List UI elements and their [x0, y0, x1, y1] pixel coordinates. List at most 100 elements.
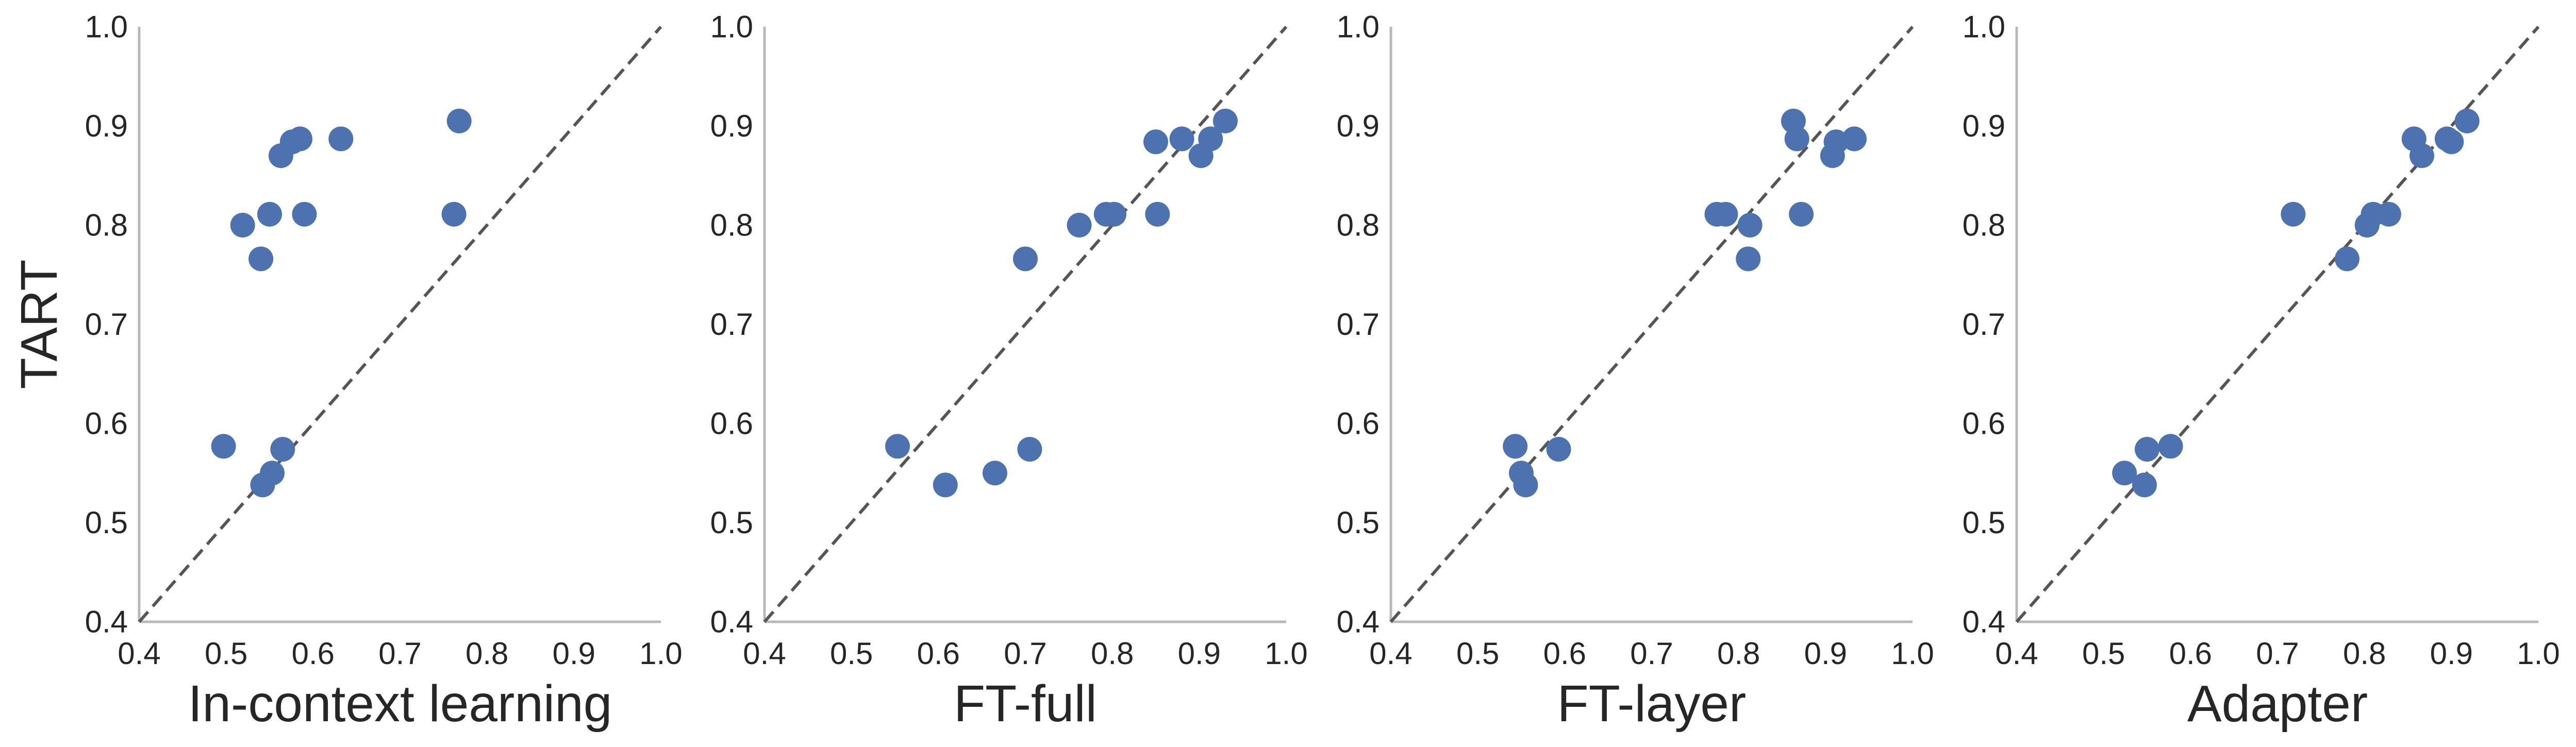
data-point: [248, 246, 274, 271]
x-tick-label: 0.9: [553, 636, 595, 671]
data-point: [1143, 129, 1168, 155]
data-point: [1546, 437, 1571, 462]
data-point: [328, 126, 354, 151]
y-tick-label: 0.7: [1963, 307, 2005, 342]
data-point: [292, 201, 317, 227]
data-point: [1198, 126, 1223, 151]
data-point: [1212, 108, 1238, 133]
y-tick-label: 0.9: [85, 109, 128, 143]
x-tick-label: 0.4: [1369, 636, 1412, 671]
data-point: [933, 472, 958, 498]
data-point: [1017, 437, 1042, 462]
data-point: [1784, 126, 1809, 151]
data-point: [2439, 129, 2464, 155]
y-tick-label: 0.4: [1337, 605, 1380, 639]
identity-reference-line: [2015, 26, 2540, 623]
y-tick-label: 0.7: [85, 307, 128, 342]
x-axis-label: FT-layer: [1557, 675, 1747, 733]
scatter-panel-4: 0.4 0.5 0.6 0.7 0.8 0.9 1.0 0.4 0.5 0.6 0.7 0.8 0.9 1…: [1963, 10, 2560, 733]
data-point: [288, 126, 313, 151]
data-point: [982, 461, 1007, 486]
y-tick-label: 0.5: [1337, 505, 1380, 540]
data-point: [270, 437, 295, 462]
y-tick-label: 0.7: [710, 307, 753, 342]
data-point: [2409, 143, 2434, 168]
data-point: [1145, 201, 1170, 227]
data-point: [1013, 246, 1038, 271]
data-point: [1736, 246, 1761, 271]
y-tick-label: 0.6: [85, 406, 128, 441]
x-tick-label: 0.5: [1456, 636, 1499, 671]
x-tick-label: 1.0: [639, 636, 682, 671]
x-tick-label: 0.6: [917, 636, 960, 671]
data-point: [1513, 472, 1538, 498]
data-point: [1169, 126, 1194, 151]
data-point: [2132, 472, 2157, 498]
y-tick-label: 1.0: [1337, 10, 1380, 44]
y-tick-label: 1.0: [710, 10, 753, 44]
data-point: [257, 201, 282, 227]
x-tick-label: 0.9: [2430, 636, 2473, 671]
data-point: [211, 434, 236, 459]
data-point: [1503, 434, 1528, 459]
y-tick-label: 0.8: [710, 208, 753, 243]
x-tick-label: 0.6: [2169, 636, 2212, 671]
x-tick-label: 0.8: [1091, 636, 1134, 671]
x-axis-label: In-context learning: [188, 675, 612, 733]
y-tick-label: 1.0: [85, 10, 128, 44]
data-point: [1789, 201, 1814, 227]
x-axis-label: FT-full: [954, 675, 1097, 733]
y-tick-label: 0.4: [1963, 605, 2005, 639]
y-tick-label: 0.9: [710, 109, 753, 143]
y-tick-label: 0.8: [1963, 208, 2005, 243]
x-tick-label: 0.6: [292, 636, 335, 671]
y-axis-label: TART: [10, 260, 68, 389]
y-tick-label: 0.8: [1337, 208, 1380, 243]
y-tick-label: 0.8: [85, 208, 128, 243]
identity-reference-line: [138, 26, 662, 623]
y-tick-label: 0.5: [85, 505, 128, 540]
x-tick-label: 0.4: [743, 636, 786, 671]
data-point: [2376, 201, 2401, 227]
x-tick-label: 1.0: [2517, 636, 2560, 671]
x-tick-label: 0.4: [118, 636, 160, 671]
data-point: [2454, 108, 2480, 133]
data-point: [1102, 201, 1127, 227]
identity-reference-line: [763, 26, 1288, 623]
data-point: [885, 434, 910, 459]
x-tick-label: 0.9: [1178, 636, 1221, 671]
y-tick-label: 0.6: [1963, 406, 2005, 441]
y-tick-label: 0.7: [1337, 307, 1380, 342]
data-point: [230, 213, 255, 237]
data-point: [2135, 437, 2159, 462]
y-tick-label: 0.9: [1963, 109, 2005, 143]
x-tick-label: 0.6: [1543, 636, 1586, 671]
data-point: [446, 108, 472, 133]
data-point: [1713, 201, 1738, 227]
scatter-panel-2: 0.4 0.5 0.6 0.7 0.8 0.9 1.0 0.4 0.5 0.6 0.7 0.8 0.9 1…: [710, 10, 1308, 733]
x-tick-label: 0.5: [205, 636, 247, 671]
x-tick-label: 0.4: [1995, 636, 2038, 671]
y-tick-label: 0.4: [85, 605, 128, 639]
x-tick-label: 0.7: [378, 636, 421, 671]
y-tick-label: 0.5: [1963, 505, 2005, 540]
x-tick-label: 0.7: [2256, 636, 2299, 671]
y-tick-label: 0.4: [710, 605, 753, 639]
x-tick-label: 1.0: [1891, 636, 1934, 671]
y-tick-label: 0.6: [710, 406, 753, 441]
data-point: [441, 201, 467, 227]
x-tick-label: 1.0: [1265, 636, 1307, 671]
x-tick-label: 0.5: [2082, 636, 2125, 671]
y-tick-label: 0.6: [1337, 406, 1380, 441]
identity-reference-line: [1389, 26, 1914, 623]
scatter-panel-1: 0.4 0.5 0.6 0.7 0.8 0.9 1.0 0.4 0.5 0.6 0.7 0.8 0.9 1…: [10, 10, 683, 733]
x-tick-label: 0.8: [466, 636, 508, 671]
data-point: [2281, 201, 2306, 227]
data-point: [1823, 129, 1849, 155]
data-point: [2112, 461, 2137, 486]
x-tick-label: 0.9: [1804, 636, 1847, 671]
data-point: [2334, 246, 2359, 271]
data-point: [1841, 126, 1867, 151]
data-point: [1067, 213, 1092, 237]
